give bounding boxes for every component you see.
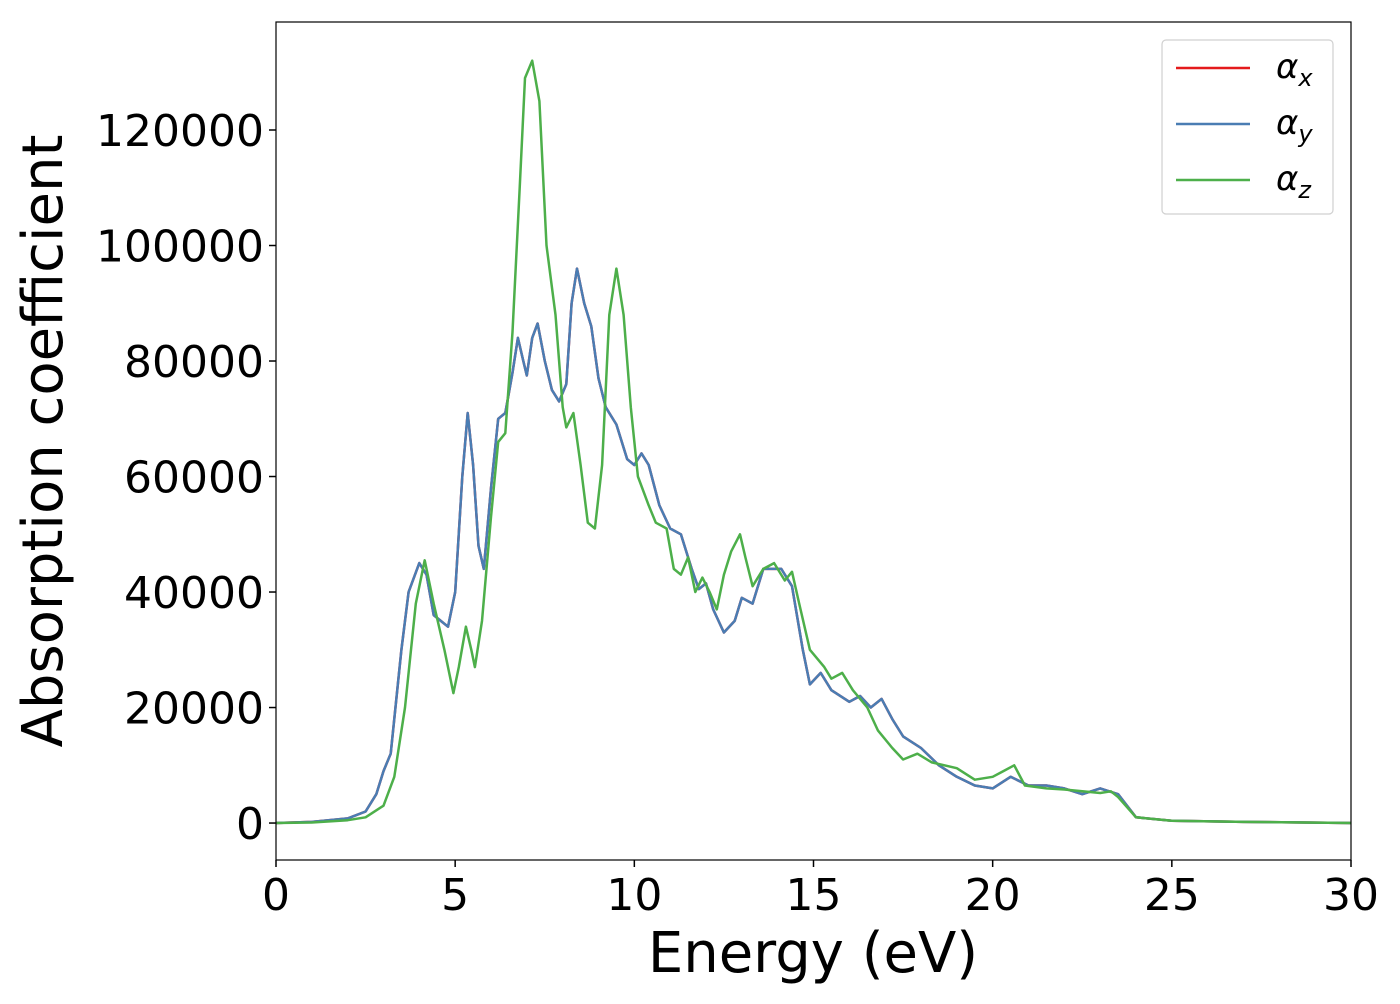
x-tick-label: 25 bbox=[1144, 870, 1200, 921]
legend-label: αy bbox=[1276, 103, 1313, 148]
x-tick-label: 10 bbox=[606, 870, 662, 921]
legend-box bbox=[1161, 39, 1334, 215]
x-tick-label: 5 bbox=[441, 870, 469, 921]
x-tick-label: 0 bbox=[262, 870, 290, 921]
x-tick-label: 15 bbox=[786, 870, 842, 921]
x-axis-label: Energy (eV) bbox=[648, 921, 978, 986]
line bbox=[276, 59, 1351, 825]
y-axis-label: Absorption coefficient bbox=[11, 135, 76, 748]
y-tick-label: 120000 bbox=[96, 106, 264, 157]
y-tick-label: 100000 bbox=[96, 222, 264, 273]
line bbox=[276, 267, 1351, 825]
legend-label: αz bbox=[1276, 159, 1312, 204]
plot-frame bbox=[275, 21, 1352, 861]
line bbox=[276, 267, 1351, 825]
legend-label: αx bbox=[1276, 47, 1313, 92]
y-tick-label: 20000 bbox=[124, 684, 264, 735]
x-tick-label: 30 bbox=[1323, 870, 1379, 921]
y-tick-label: 80000 bbox=[124, 337, 264, 388]
x-tick-label: 20 bbox=[965, 870, 1021, 921]
y-tick-label: 60000 bbox=[124, 453, 264, 504]
y-tick-label: 40000 bbox=[124, 568, 264, 619]
y-tick-label: 0 bbox=[236, 799, 264, 850]
